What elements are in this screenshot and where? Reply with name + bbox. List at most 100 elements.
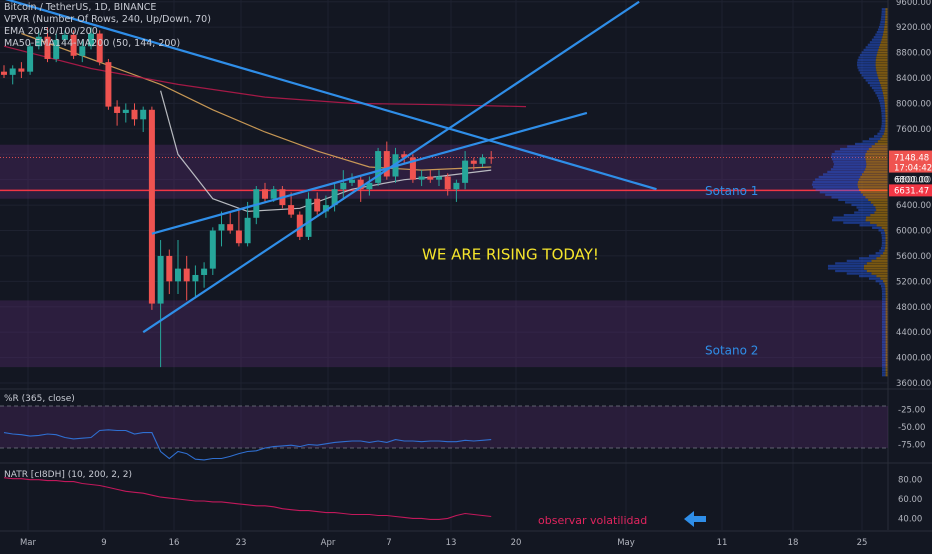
volume-profile-bar <box>879 43 888 46</box>
y-tick-label: 8400.00 <box>896 74 931 84</box>
volume-profile-bar <box>876 274 888 278</box>
price-axis-bg <box>888 0 932 550</box>
volume-profile-bar <box>818 175 861 179</box>
volume-profile-bar <box>879 102 885 105</box>
volume-profile-bar <box>875 61 888 64</box>
volume-profile-bar <box>868 198 888 201</box>
volume-profile-bar <box>882 333 886 336</box>
volume-profile-bar <box>884 20 888 24</box>
volume-profile-bar <box>885 114 888 118</box>
candle-body <box>140 109 147 120</box>
volume-profile-bar <box>845 201 871 204</box>
y-tick-label: 3600.00 <box>896 379 931 389</box>
volume-profile-bar <box>885 374 888 377</box>
volume-profile-bar <box>861 173 888 176</box>
candle-body <box>453 182 460 190</box>
volume-profile-bar <box>858 208 877 212</box>
volume-profile-bar <box>876 224 888 227</box>
volume-profile-bar <box>881 117 886 120</box>
volume-profile-bar <box>881 13 886 16</box>
candle-body <box>375 151 382 183</box>
volume-profile-bar <box>885 308 888 311</box>
volume-profile-bar <box>857 186 888 189</box>
volume-profile-bar <box>833 216 867 219</box>
volume-profile-bar <box>885 231 888 235</box>
volume-profile-bar <box>858 257 877 260</box>
candle-body <box>53 39 60 59</box>
volume-profile-bar <box>876 69 888 72</box>
volume-profile-bar <box>860 191 888 194</box>
candle-body <box>218 224 225 231</box>
x-tick-label: 9 <box>101 538 106 548</box>
y-tick-label: 8800.00 <box>896 49 931 59</box>
volume-profile-bar <box>882 361 886 364</box>
candle-body <box>383 151 390 177</box>
ema-line <box>3 45 527 108</box>
volume-profile-bar <box>880 20 885 24</box>
annotation-text: WE ARE RISING TODAY! <box>422 246 599 264</box>
candle-body <box>192 274 199 282</box>
volume-profile-bar <box>867 43 880 46</box>
volume-profile-bar <box>885 117 888 120</box>
volume-profile-bar <box>882 135 888 138</box>
x-tick-label: 11 <box>717 538 728 548</box>
volume-profile-bar <box>871 38 882 41</box>
natr-tick-label: 60.00 <box>898 495 922 505</box>
volume-profile-bar <box>885 244 888 247</box>
y-tick-label: 9200.00 <box>896 23 931 33</box>
volume-profile-bar <box>879 46 888 49</box>
volume-profile-bar <box>885 13 888 16</box>
y-tick-label: 6800.00 <box>896 176 931 186</box>
volume-profile-bar <box>882 363 886 367</box>
volume-profile-bar <box>881 15 886 18</box>
candle-body <box>462 160 469 183</box>
volume-profile-bar <box>865 79 880 82</box>
volume-profile-bar <box>882 346 886 349</box>
volume-profile-bar <box>883 30 888 34</box>
volume-profile-bar <box>860 175 888 179</box>
x-tick-label: 7 <box>386 538 391 548</box>
volume-profile-bar <box>882 358 886 362</box>
volume-profile-bar <box>885 366 888 369</box>
volume-profile-bar <box>884 23 888 26</box>
volume-profile-bar <box>885 15 888 18</box>
volume-profile-bar <box>827 170 864 174</box>
volume-profile-bar <box>868 147 888 151</box>
volume-profile-bar <box>880 137 888 140</box>
volume-profile-bar <box>881 122 886 125</box>
volume-profile-bar <box>885 239 888 242</box>
y-tick-label: 8000.00 <box>896 99 931 109</box>
volume-profile-bar <box>831 196 866 199</box>
volume-profile-bar <box>866 262 888 265</box>
candle-body <box>349 179 355 183</box>
volume-profile-bar <box>885 122 888 125</box>
volume-profile-bar <box>881 226 888 229</box>
candle-body <box>183 268 190 282</box>
volume-profile-bar <box>882 356 886 359</box>
trendline <box>4 0 657 191</box>
volume-profile-bar <box>882 91 888 95</box>
volume-profile-bar <box>859 224 877 227</box>
volume-profile-bar <box>882 369 886 372</box>
volume-profile-bar <box>885 356 888 359</box>
volume-profile-bar <box>858 56 877 59</box>
volume-profile-bar <box>858 69 877 72</box>
volume-profile-bar <box>863 264 888 268</box>
volume-profile-bar <box>830 168 866 171</box>
volume-profile-bar <box>869 84 881 87</box>
candle-body <box>175 268 181 282</box>
volume-profile-bar <box>885 287 888 290</box>
volume-profile-bar <box>885 109 888 113</box>
wr-tick-label: -25.00 <box>898 406 925 416</box>
volume-profile-bar <box>885 18 888 21</box>
volume-profile-bar <box>847 145 872 148</box>
volume-profile-bar <box>857 61 876 64</box>
volume-profile-bar <box>885 361 888 364</box>
volume-profile-bar <box>871 86 882 90</box>
volume-profile-bar <box>865 196 888 199</box>
volume-profile-bar <box>880 277 888 280</box>
wr-line <box>3 429 492 461</box>
volume-profile-bar <box>871 272 888 275</box>
